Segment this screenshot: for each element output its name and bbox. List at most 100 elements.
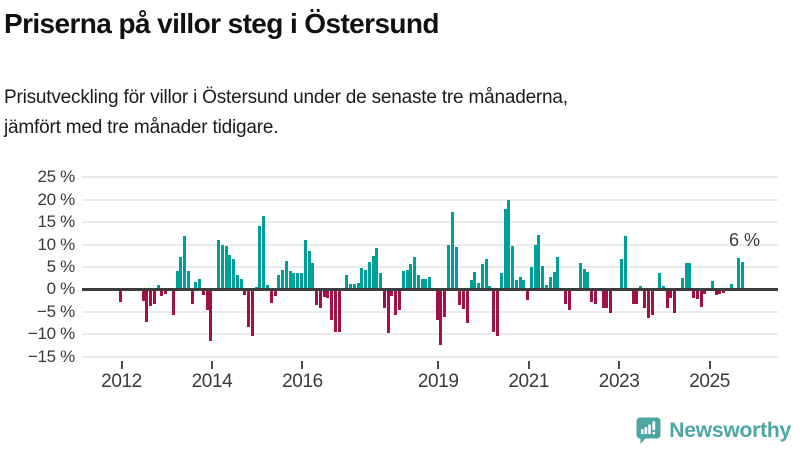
bar-2017 [379,272,383,290]
bar-2013 [183,236,187,290]
bar-2014 [239,278,243,290]
bar-2025 [714,290,718,295]
bar-2015 [269,290,273,304]
bar-2017 [386,290,390,333]
bar-2016 [318,290,322,309]
bar-2016 [330,290,334,320]
bar-2023 [646,290,650,318]
bar-2021 [567,290,571,310]
bar-2016 [333,290,337,333]
y-axis-label: 0 % [46,279,76,299]
bar-2015 [266,284,270,290]
bar-2017 [352,283,356,290]
y-gridline [82,310,778,313]
x-axis-label: 2019 [417,371,459,392]
bar-2012 [119,290,122,302]
bar-2015 [296,273,300,290]
bar-2019 [458,290,462,305]
bar-2020 [511,246,515,290]
y-gridline [82,265,778,268]
bar-2023 [643,290,647,308]
bar-2014 [235,274,239,290]
x-axis-tick [210,361,213,369]
bar-2022 [590,290,594,302]
bar-2019 [469,279,473,290]
bar-2013 [186,271,190,290]
x-axis-tick [301,361,304,369]
bar-2024 [699,290,703,308]
y-axis-label: −10 % [27,324,75,344]
bar-2014 [228,255,232,290]
bar-2020 [514,279,518,290]
y-axis-label: 15 % [37,212,75,232]
bar-2018 [409,263,413,290]
bar-2016 [307,251,311,290]
x-axis-label: 2016 [282,371,323,392]
bar-2020 [499,272,503,290]
x-axis-tick [708,361,711,369]
bar-2024 [695,290,699,300]
bar-2016 [322,290,326,298]
x-axis-label: 2025 [689,371,730,392]
y-axis-label: 25 % [37,167,75,187]
bar-2022 [582,268,586,290]
bar-2020 [480,263,484,290]
bar-2015 [273,290,277,297]
bar-2020 [488,286,492,290]
bar-2018 [390,290,394,297]
bar-2025 [718,290,722,294]
x-axis-tick [120,361,123,369]
bar-2017 [345,274,349,290]
bar-2016 [311,263,315,290]
bar-2013 [171,290,175,315]
bar-2016 [315,290,319,306]
bar-2024 [661,286,665,290]
bar-2021 [552,271,556,290]
bar-2015 [281,270,285,290]
bar-2016 [299,273,303,290]
bar-2020 [496,290,499,337]
bar-2021 [545,284,548,290]
bar-2017 [360,268,364,290]
bar-2021 [533,244,537,290]
bar-2014 [220,244,224,290]
bar-2014 [247,290,251,327]
bar-2023 [658,272,662,290]
bar-2014 [209,290,213,342]
bar-2017 [382,290,386,309]
y-gridline [82,333,778,336]
bar-2015 [284,260,288,290]
y-axis-label: 20 % [37,189,75,209]
bar-2024 [688,262,692,290]
bar-2016 [303,239,307,290]
bar-2024 [673,290,677,313]
bar-2025 [710,280,714,290]
bar-2025 [722,290,726,294]
bar-2012 [156,285,160,290]
bar-2014 [250,290,254,336]
bar-2018 [416,274,420,290]
bar-2025 [737,257,741,290]
y-axis-label: 5 % [46,256,76,276]
bar-2018 [428,277,432,290]
bar-2023 [635,290,639,304]
bar-2020 [503,209,507,290]
y-axis-label: −15 % [27,346,75,366]
bar-2019 [446,245,450,290]
bar-2012 [160,290,164,297]
bar-2019 [473,271,477,290]
brand-name: Newsworthy [669,419,791,442]
bar-2025 [729,283,733,290]
zero-axis-line [82,287,778,291]
bar-2020 [507,200,511,290]
bar-2013 [190,290,194,304]
bar-2019 [477,283,481,290]
bar-2021 [563,290,567,305]
bar-2024 [684,262,688,290]
bar-2020 [522,279,526,290]
bar-2013 [179,256,183,290]
newsworthy-logo: Newsworthy [636,416,791,446]
bar-2014 [232,258,236,290]
bar-2013 [175,271,179,290]
